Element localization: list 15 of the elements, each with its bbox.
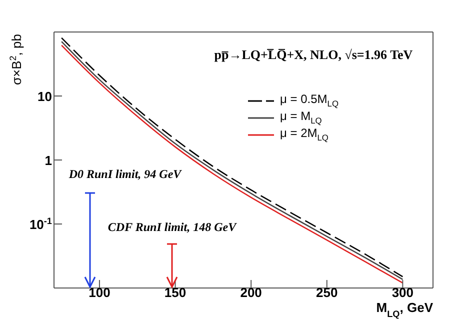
legend-label: μ = 2M$_{LQ}$ xyxy=(280,126,328,143)
x-tick-label: 300 xyxy=(392,285,414,300)
legend-label: μ = 0.5M$_{LQ}$ xyxy=(280,92,338,109)
x-tick-label: 250 xyxy=(316,285,338,300)
annotation: CDF RunI limit, 148 GeV xyxy=(108,220,238,234)
text: pp̅→LQ+L̅Q̅+X, NLO, √s=1.96 TeV xyxy=(214,47,414,62)
annotation: D0 RunI limit, 94 GeV xyxy=(68,167,182,181)
legend-label: μ = M$_{LQ}$ xyxy=(280,109,322,126)
y-tick-label: 1 xyxy=(44,153,52,168)
y-tick-label: 10 xyxy=(38,89,52,104)
x-tick-label: 150 xyxy=(164,285,186,300)
x-tick-label: 200 xyxy=(240,285,262,300)
x-tick-label: 100 xyxy=(88,285,110,300)
x-axis-title: M$_{LQ}$, GeV xyxy=(376,300,434,319)
y-tick-label: 10$^{-1}$ xyxy=(29,216,52,232)
